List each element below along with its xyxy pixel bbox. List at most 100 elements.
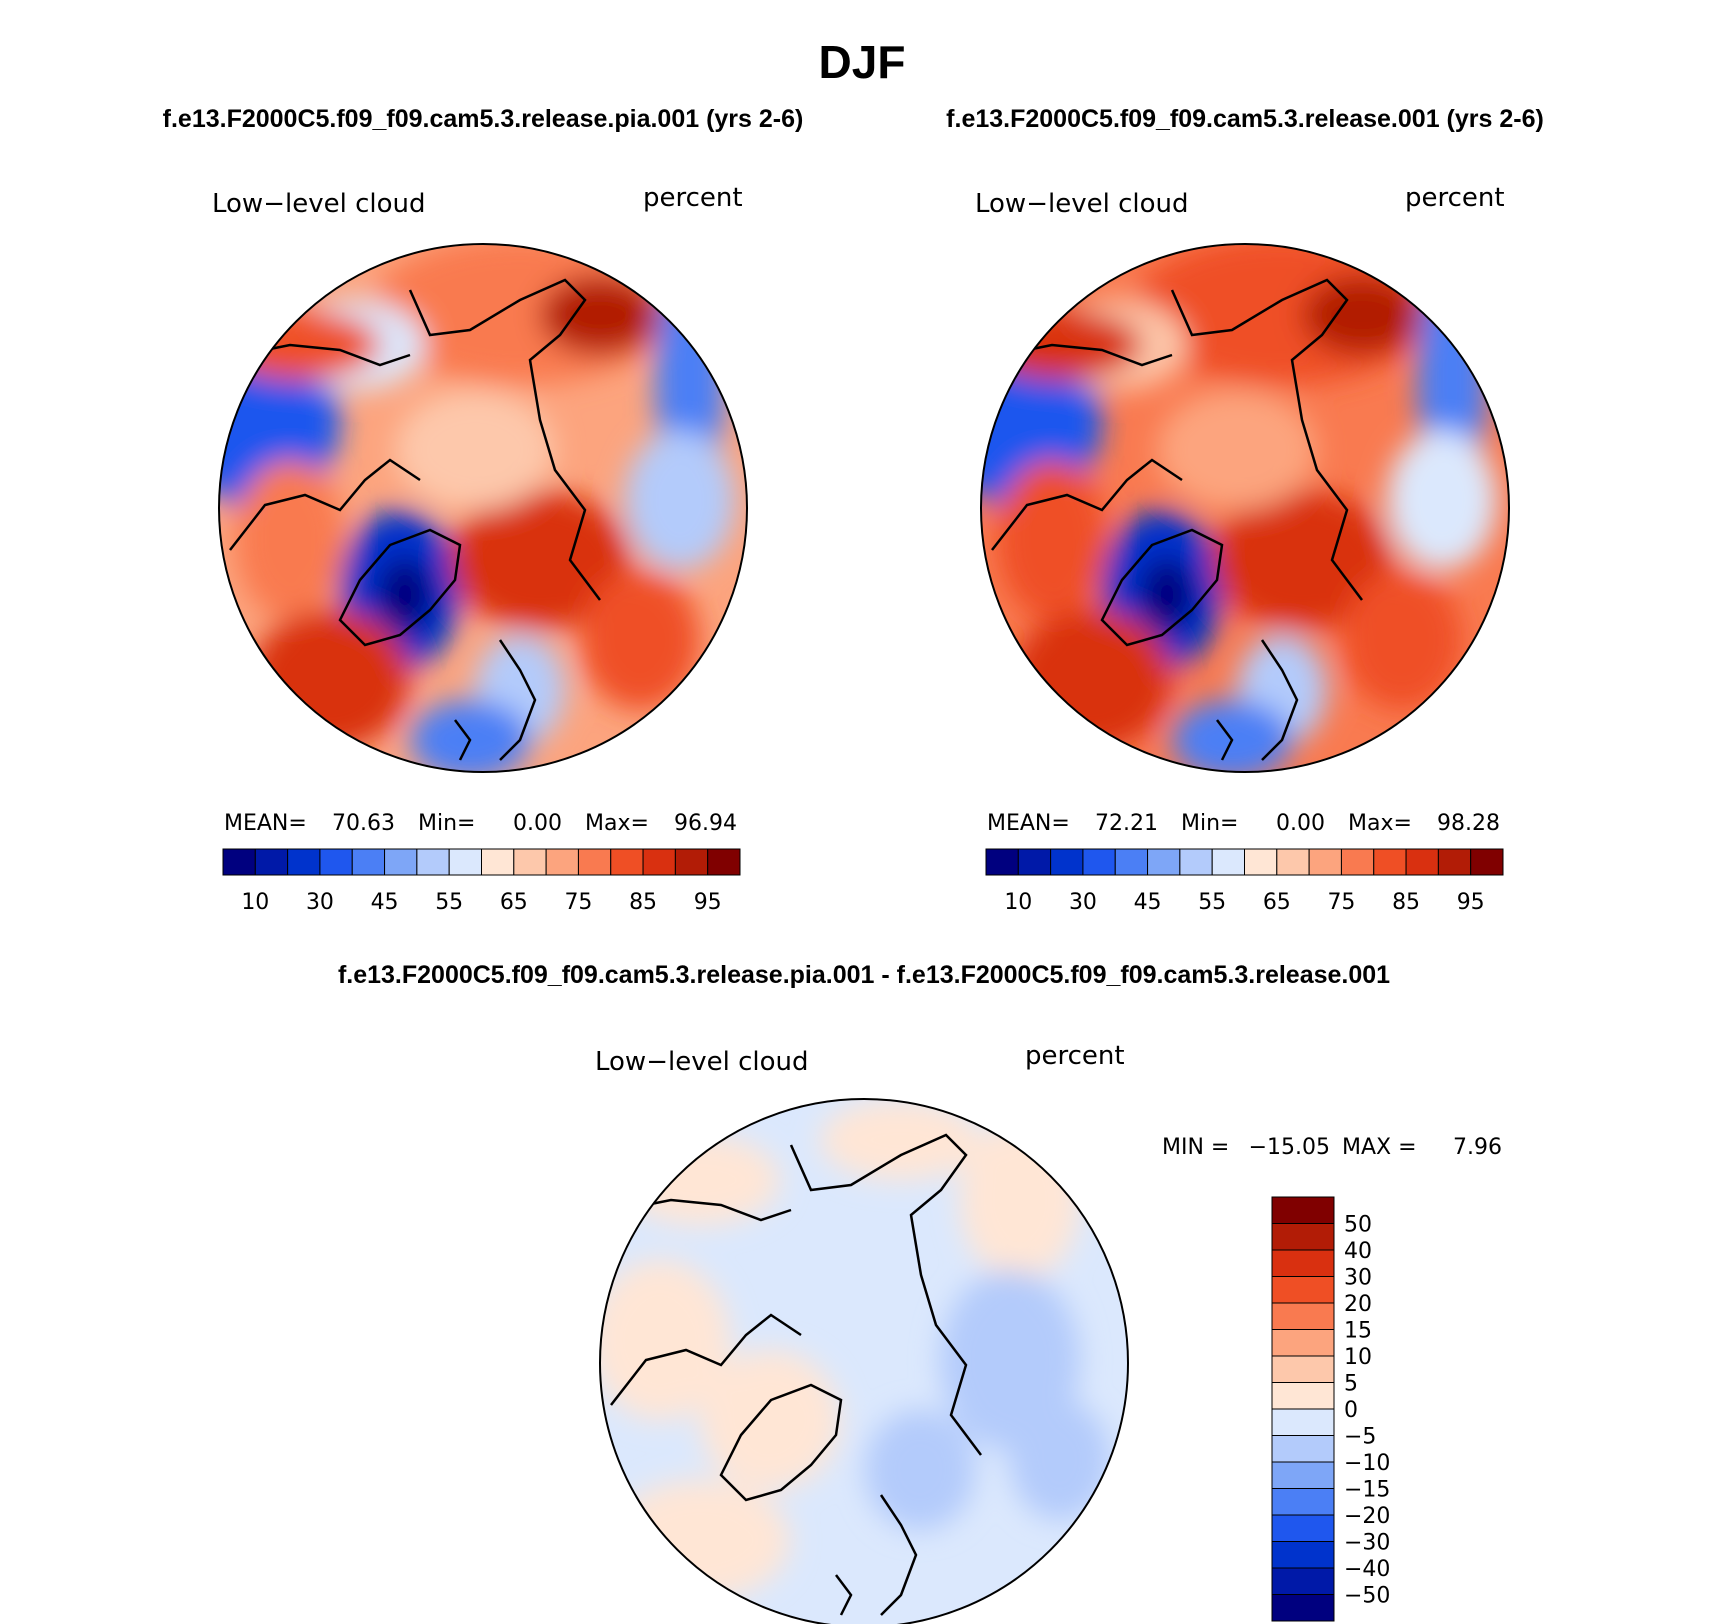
colorbar-box-12	[1373, 848, 1407, 876]
colorbar-box-12	[610, 848, 644, 876]
colorbar-box-7	[448, 848, 482, 876]
panel-c-region-barents-negative	[865, 1410, 975, 1530]
colorbar-tick-label: 45	[1134, 890, 1162, 915]
panel-b-field	[981, 244, 1497, 772]
colorbar-box-1	[1017, 848, 1052, 876]
colorbar-box-14	[1271, 1567, 1335, 1595]
panel-b-map	[981, 244, 1509, 772]
colorbar-box-14	[1437, 848, 1472, 876]
panel-a-units-label: percent	[643, 183, 743, 213]
panel-a-mean-value: 70.63	[332, 811, 395, 836]
figure-title: DJF	[819, 36, 906, 88]
panel-c-region-alaska	[620, 1135, 780, 1225]
colorbar-box-10	[545, 848, 579, 876]
panel-a-variable-label: Low−level cloud	[212, 189, 425, 219]
panel-b-coast-greenland	[1100, 528, 1224, 647]
panel-a-stats: MEAN= 70.63 Min= 0.00 Max= 96.94	[224, 811, 737, 836]
colorbar-box-8	[481, 848, 515, 876]
panel-a-region-greenland-core	[377, 557, 433, 633]
panel-c-variable-label: Low−level cloud	[595, 1047, 808, 1077]
panel-a-coast-siberia	[408, 278, 601, 601]
panel-a-coast-scandinavia	[498, 639, 537, 761]
colorbar-box-10	[1271, 1461, 1335, 1489]
colorbar-tick-label: −10	[1344, 1451, 1390, 1476]
colorbar-box-15	[1470, 848, 1504, 876]
colorbar-box-13	[1271, 1541, 1335, 1569]
panel-c-region-greenland	[700, 1350, 840, 1490]
colorbar-box-2	[287, 848, 321, 876]
colorbar-tick-label: 95	[694, 890, 722, 915]
colorbar-tick-label: −50	[1344, 1584, 1390, 1609]
panel-c-map-border	[599, 1098, 1129, 1624]
panel-a-region-east-asia	[625, 430, 735, 570]
panel-b-case-title: f.e13.F2000C5.f09_f09.cam5.3.release.001…	[946, 105, 1544, 133]
panel-a: f.e13.F2000C5.f09_f09.cam5.3.release.pia…	[163, 105, 804, 915]
panel-a-region-labrador-sea	[235, 460, 345, 620]
panel-b-region-far-east	[1302, 275, 1422, 355]
panel-c-min-label: MIN =	[1162, 1135, 1229, 1160]
panel-a-max-label: Max=	[585, 811, 649, 836]
colorbar-box-13	[1405, 848, 1439, 876]
colorbar-tick-label: 55	[435, 890, 463, 915]
panel-c-region-east-siberia	[820, 1100, 980, 1180]
panel-c-coast-greenland	[719, 1383, 843, 1502]
panel-a-colorbar: 10 30 45 55 65 75 85 95	[222, 848, 741, 915]
colorbar-box-0	[222, 848, 256, 876]
colorbar-box-14	[674, 848, 709, 876]
colorbar-tick-label: 50	[1344, 1213, 1372, 1238]
colorbar-tick-label: 30	[1344, 1266, 1372, 1291]
colorbar-tick-label: 85	[629, 890, 657, 915]
colorbar-box-3	[319, 848, 353, 876]
panel-c-region-north-america	[600, 1260, 730, 1420]
colorbar-tick-label: −5	[1344, 1425, 1376, 1450]
panel-c-coast-uk	[835, 1574, 853, 1616]
colorbar-tick-label: −20	[1344, 1504, 1390, 1529]
panel-c-units-label: percent	[1025, 1041, 1125, 1071]
panel-b-region-north-atlantic	[1012, 610, 1172, 750]
colorbar-tick-label: 45	[371, 890, 399, 915]
panel-c-coastlines	[610, 1133, 982, 1616]
colorbar-box-5	[1147, 848, 1181, 876]
colorbar-box-9	[1271, 1435, 1335, 1463]
colorbar-box-8	[1244, 848, 1278, 876]
panel-c: f.e13.F2000C5.f09_f09.cam5.3.release.pia…	[338, 961, 1502, 1624]
colorbar-box-6	[416, 848, 450, 876]
panel-c-stats: MIN = −15.05 MAX = 7.96	[1162, 1135, 1502, 1160]
colorbar-box-4	[1271, 1302, 1335, 1330]
panel-b-min-label: Min=	[1181, 811, 1238, 836]
colorbar-box-9	[1276, 848, 1310, 876]
panel-a-coast-uk	[454, 719, 472, 761]
colorbar-box-7	[1211, 848, 1245, 876]
colorbar-box-6	[1271, 1355, 1335, 1383]
panel-b-region-barents-sea	[1212, 490, 1392, 630]
panel-b-colorbar: 10 30 45 55 65 75 85 95	[985, 848, 1504, 915]
colorbar-box-0	[1271, 1196, 1335, 1224]
panel-c-region-central-asia	[1010, 1400, 1110, 1520]
colorbar-tick-label: 55	[1198, 890, 1226, 915]
colorbar-box-11	[1340, 848, 1375, 876]
panel-b-coast-scandinavia	[1260, 639, 1299, 761]
colorbar-box-15	[707, 848, 741, 876]
colorbar-box-15	[1271, 1594, 1335, 1622]
colorbar-tick-label: 20	[1344, 1292, 1372, 1317]
panel-b: f.e13.F2000C5.f09_f09.cam5.3.release.001…	[946, 105, 1544, 915]
panel-b-coast-uk	[1216, 719, 1234, 761]
panel-c-region-pacific	[960, 1120, 1080, 1280]
panel-a-region-north-atlantic	[250, 610, 410, 750]
panel-c-coast-canada	[610, 1313, 802, 1406]
colorbar-box-5	[384, 848, 418, 876]
panel-a-max-value: 96.94	[674, 811, 737, 836]
colorbar-box-1	[1271, 1223, 1335, 1251]
panel-c-map	[600, 1099, 1128, 1624]
colorbar-box-5	[1271, 1329, 1335, 1357]
panel-b-max-value: 98.28	[1437, 811, 1500, 836]
colorbar-box-7	[1271, 1382, 1335, 1410]
panel-b-map-border	[980, 243, 1510, 773]
colorbar-tick-label: 75	[564, 890, 592, 915]
colorbar-box-8	[1271, 1408, 1335, 1436]
panel-b-region-east-asia	[1387, 430, 1497, 570]
colorbar-tick-label: 5	[1344, 1372, 1358, 1397]
panel-b-region-labrador-sea	[997, 460, 1107, 620]
colorbar-tick-label: 65	[500, 890, 528, 915]
colorbar-box-10	[1308, 848, 1342, 876]
